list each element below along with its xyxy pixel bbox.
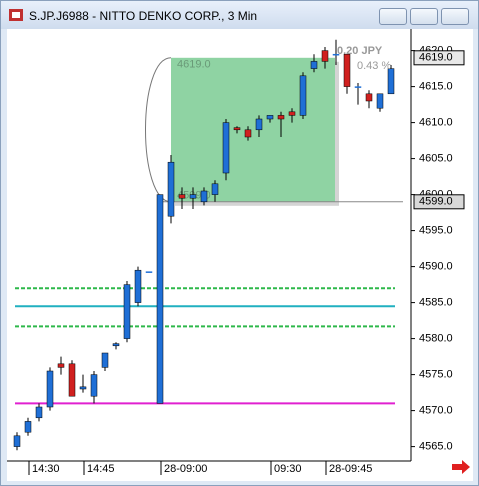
minimize-button[interactable] <box>379 8 407 25</box>
candle-body <box>178 194 186 199</box>
y-tick-label: 4615.0 <box>419 81 453 93</box>
candle-body <box>46 370 54 408</box>
window-title: S.JP.J6988 - NITTO DENKO CORP., 3 Min <box>29 9 258 23</box>
candle-body <box>200 190 208 203</box>
candle-body <box>35 406 43 419</box>
x-tick-label: 14:45 <box>87 463 115 475</box>
candle-body <box>266 115 274 120</box>
x-tick-label: 14:30 <box>32 463 60 475</box>
y-tick-label: 4590.0 <box>419 261 453 273</box>
candle-body <box>189 194 197 199</box>
scroll-arrow[interactable] <box>452 460 470 474</box>
candle-body <box>112 343 120 347</box>
candle-body <box>365 93 373 102</box>
y-tick-label: 4565.0 <box>419 441 453 453</box>
y-tick-label: 4605.0 <box>419 153 453 165</box>
price-marker <box>413 50 465 66</box>
x-tick-label: 09:30 <box>274 463 302 475</box>
y-tick-label: 4575.0 <box>419 369 453 381</box>
title-bar: S.JP.J6988 - NITTO DENKO CORP., 3 Min <box>1 1 478 29</box>
y-tick-label: 4570.0 <box>419 405 453 417</box>
box-top-label: 4619.0 <box>177 59 211 71</box>
candle-body <box>90 374 98 397</box>
y-tick-label: 4595.0 <box>419 225 453 237</box>
candle-body <box>68 363 76 397</box>
candle-body <box>255 118 263 131</box>
candle-body <box>57 363 65 368</box>
candle-body <box>211 183 219 195</box>
candle-body <box>156 194 164 404</box>
candle-body <box>233 127 241 131</box>
price-marker-label: 4599.0 <box>419 196 453 208</box>
chart: 4619.0 4599.0 4565.0 4570.0 4575.0 4580.0 4585… <box>7 29 473 481</box>
candle-body <box>134 269 142 303</box>
candle-body <box>299 75 307 116</box>
candle-body <box>288 111 296 116</box>
close-button[interactable] <box>441 8 469 25</box>
candle-body <box>387 68 395 95</box>
candle-body <box>145 271 153 273</box>
candle-body <box>24 421 32 433</box>
candle-body <box>79 386 87 390</box>
candle-body <box>332 53 340 56</box>
price-marker-label: 4619.0 <box>419 52 453 64</box>
maximize-button[interactable] <box>410 8 438 25</box>
y-tick-label: 4585.0 <box>419 297 453 309</box>
change-label: 0.20 JPY <box>337 45 383 57</box>
candle-body <box>222 122 230 174</box>
candle-body <box>167 161 175 217</box>
candle-body <box>310 61 318 69</box>
x-tick-label: 28-09:00 <box>164 463 207 475</box>
candle-body <box>343 53 351 87</box>
candle-body <box>244 129 252 138</box>
app-icon <box>9 9 23 21</box>
candle-body <box>277 115 285 120</box>
y-tick-label: 4580.0 <box>419 333 453 345</box>
price-marker <box>413 194 465 210</box>
x-tick-label: 28-09:45 <box>329 463 372 475</box>
candle-body <box>123 284 131 339</box>
candle-body <box>354 86 362 88</box>
candle-body <box>321 50 329 62</box>
y-tick-label: 4610.0 <box>419 117 453 129</box>
candle-body <box>376 93 384 109</box>
highlight-box <box>171 57 335 202</box>
candle-body <box>101 352 109 368</box>
change-pct-label: 0.43 % <box>357 60 391 72</box>
candle-body <box>13 435 21 447</box>
